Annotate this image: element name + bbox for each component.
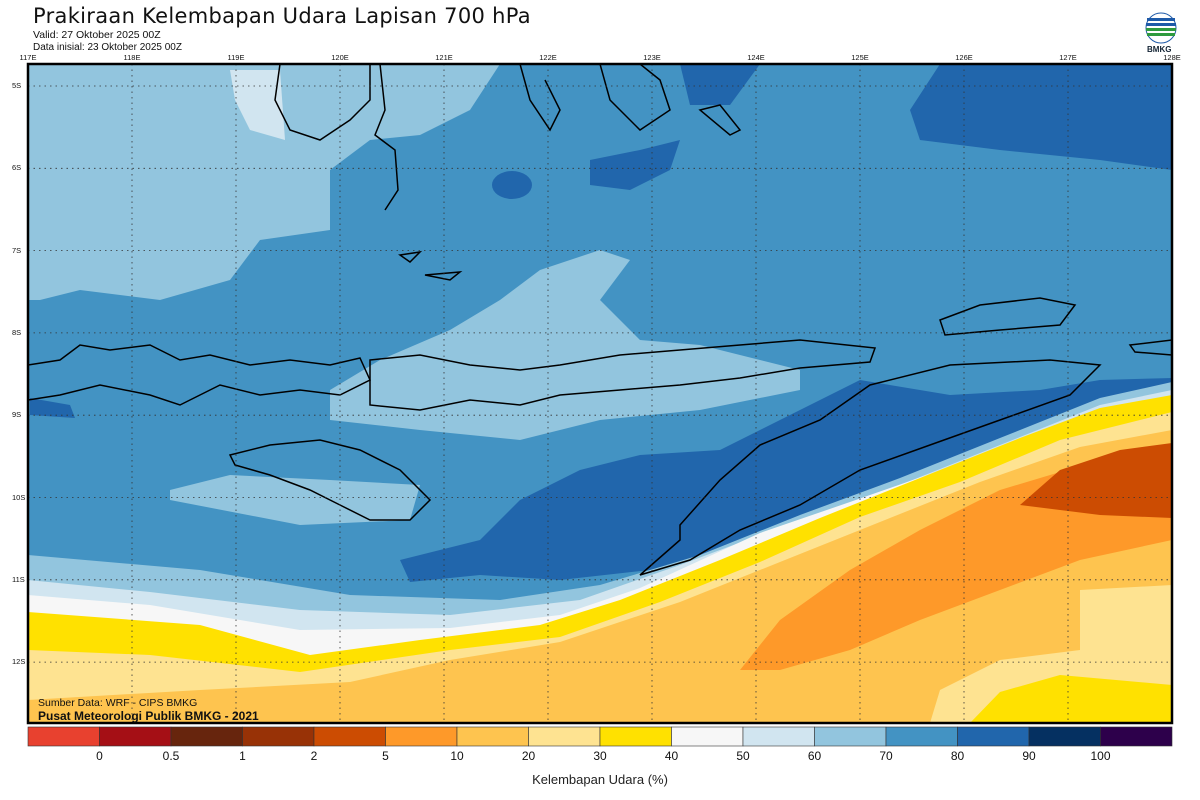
colorbar-swatch [1028, 726, 1101, 747]
lon-tick-label: 125E [851, 53, 869, 62]
humidity-80-90-region [400, 378, 1172, 582]
lon-tick-label: 124E [747, 53, 765, 62]
humidity-60-70-region [230, 70, 285, 140]
lat-tick-label: 5S [12, 81, 22, 90]
colorbar [27, 726, 1173, 747]
colorbar-tick-label: 30 [593, 749, 607, 763]
colorbar-tick-label: 10 [450, 749, 464, 763]
colorbar-swatch [242, 726, 315, 747]
colorbar-title: Kelembapan Udara (%) [532, 772, 668, 787]
humidity-80-90-region [590, 140, 680, 190]
colorbar-tick-label: 5 [382, 749, 389, 763]
colorbar-tick-label: 20 [521, 749, 536, 763]
bmkg-logo-text: BMKG [1147, 45, 1172, 54]
lon-tick-label: 119E [227, 53, 245, 62]
lat-tick-label: 11S [12, 574, 25, 584]
coastline-sumbawa [28, 344, 371, 406]
lon-tick-label: 127E [1059, 53, 1077, 62]
lat-tick-label: 9S [12, 410, 22, 420]
map-credit: Pusat Meteorologi Publik BMKG - 2021 [38, 709, 259, 723]
bmkg-logo [1143, 10, 1179, 60]
lon-tick-label: 118E [123, 53, 141, 62]
lat-tick-label: 10S [12, 492, 26, 502]
coastlines [28, 64, 1172, 576]
coastline-timor [639, 359, 1102, 576]
lon-tick-label: 126E [955, 53, 973, 62]
humidity-2-5-region [1020, 443, 1172, 518]
coastline-wetar [939, 297, 1077, 336]
colorbar-swatch [27, 726, 100, 747]
lon-tick-label: 120E [331, 53, 349, 62]
colorbar-swatch [456, 726, 529, 747]
lat-tick-label: 7S [12, 245, 22, 255]
colorbar-swatch [313, 726, 386, 747]
colorbar-tick-label: 90 [1022, 749, 1036, 763]
colorbar-swatch [170, 726, 243, 747]
humidity-80-90-region [680, 64, 760, 105]
lon-tick-label: 117E [19, 53, 37, 62]
lat-tick-label: 8S [12, 327, 22, 337]
data-source: Sumber Data: WRF - CIPS BMKG [38, 697, 198, 709]
colorbar-tick-label: 0 [96, 749, 103, 763]
lon-tick-label: 123E [643, 53, 661, 62]
colorbar-tick-label: 40 [664, 749, 679, 763]
colorbar-tick-label: 50 [736, 749, 750, 763]
colorbar-swatch [1100, 726, 1173, 747]
colorbar-tick-label: 0.5 [162, 749, 180, 763]
colorbar-tick-label: 1 [239, 749, 246, 763]
colorbar-swatch [99, 726, 172, 747]
humidity-30-40-region [970, 675, 1172, 723]
lon-tick-label: 128E [1163, 53, 1181, 62]
colorbar-tick-label: 80 [950, 749, 965, 763]
coastline-small-islands [398, 104, 1172, 356]
colorbar-tick-label: 70 [879, 749, 893, 763]
colorbar-swatch [385, 726, 458, 747]
colorbar-tick-label: 2 [310, 749, 318, 763]
humidity-10-20-region [28, 430, 1172, 723]
coastline-sumba [228, 439, 432, 521]
coastline-flores [369, 339, 877, 411]
humidity-80-90-region [30, 398, 75, 418]
colorbar-swatch [957, 726, 1030, 747]
humidity-field [28, 64, 1172, 723]
colorbar-swatch [814, 726, 887, 747]
colorbar-swatch [671, 726, 744, 747]
lon-tick-label: 122E [539, 53, 557, 62]
lat-tick-label: 12S [12, 657, 26, 667]
humidity-60-70-region [170, 475, 420, 525]
map-frame [26, 62, 1174, 725]
valid-time: Valid: 27 Oktober 2025 00Z [33, 29, 161, 41]
lon-tick-label: 121E [435, 53, 453, 62]
colorbar-swatch [885, 726, 958, 747]
graticule [28, 64, 1172, 723]
humidity-60-70-region [330, 250, 800, 440]
colorbar-swatch [742, 726, 815, 747]
initial-time: Data inisial: 23 Oktober 2025 00Z [33, 42, 182, 53]
colorbar-tick-label: 60 [807, 749, 822, 763]
humidity-60-70-region [28, 64, 500, 300]
lat-tick-label: 6S [12, 163, 22, 173]
coastline-sulawesi [274, 64, 671, 211]
map-title: Prakiraan Kelembapan Udara Lapisan 700 h… [33, 4, 531, 28]
colorbar-swatch [599, 726, 672, 747]
colorbar-tick-label: 100 [1090, 749, 1111, 763]
humidity-80-90-region [492, 171, 532, 199]
humidity-80-90-region [910, 64, 1172, 170]
colorbar-swatch [528, 726, 601, 747]
